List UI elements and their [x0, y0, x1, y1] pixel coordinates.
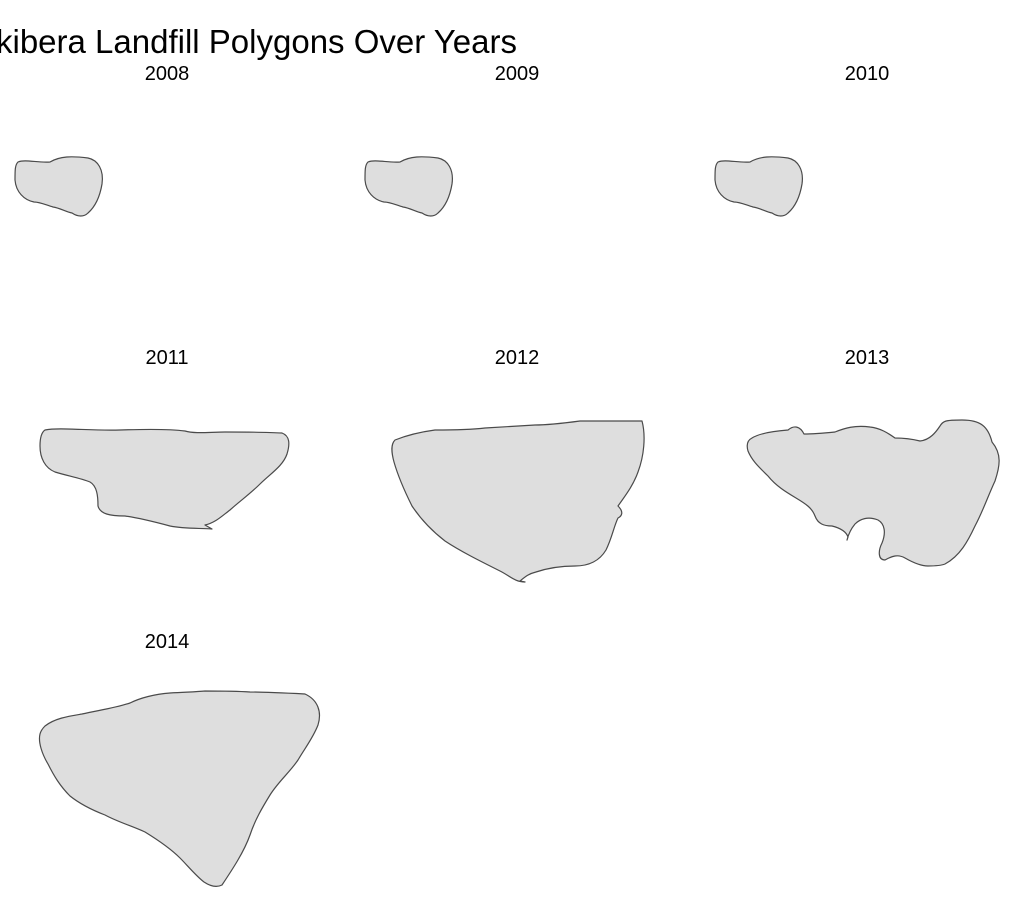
landfill-polygon-2012-map	[391, 420, 645, 583]
panel-2012: 2012	[350, 346, 690, 616]
landfill-polygon-2011-map	[39, 428, 290, 530]
landfill-polygon-2014-map	[38, 690, 321, 888]
panel-year-label: 2012	[494, 347, 540, 369]
panel-2013: 2013	[700, 346, 1036, 616]
panel-year-label: 2014	[144, 631, 190, 653]
panel-year-label: 2011	[145, 347, 189, 369]
panel-2011: 2011	[0, 346, 340, 616]
landfill-polygon-2013	[746, 419, 1000, 567]
landfill-polygon-2008	[14, 156, 103, 217]
landfill-polygon-2011	[39, 428, 290, 530]
landfill-polygon-2014	[38, 690, 321, 888]
landfill-polygon-2013-map	[746, 419, 1000, 567]
panel-2009: 2009	[350, 62, 690, 332]
landfill-polygon-2009	[364, 156, 453, 217]
panel-2010: 2010	[700, 62, 1036, 332]
panel-2014: 2014	[0, 630, 340, 900]
panel-year-label: 2013	[844, 347, 890, 369]
panel-year-label: 2009	[494, 63, 540, 85]
landfill-polygon-2010	[714, 156, 803, 217]
panel-2008: 2008	[0, 62, 340, 332]
landfill-polygon-2010-map	[714, 156, 803, 217]
figure-title: kibera Landfill Polygons Over Years	[0, 23, 517, 60]
landfill-polygon-2008-map	[14, 156, 103, 217]
landfill-polygon-2012	[391, 420, 645, 583]
landfill-polygon-2009-map	[364, 156, 453, 217]
panel-year-label: 2010	[844, 63, 890, 85]
panel-year-label: 2008	[144, 63, 190, 85]
